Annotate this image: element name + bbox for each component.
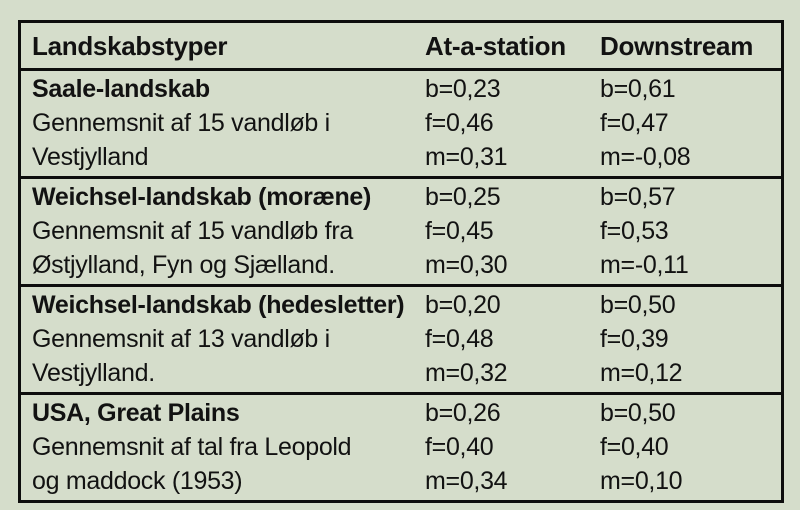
table-row: Gennemsnit af 13 vandløb i f=0,48 f=0,39 <box>21 322 781 356</box>
downstream-value: f=0,53 <box>600 216 669 245</box>
table-row: Weichsel-landskab (hedesletter) b=0,20 b… <box>21 288 781 322</box>
table-row: og maddock (1953) m=0,34 m=0,10 <box>21 464 781 498</box>
landscape-description: Vestjylland. <box>32 358 155 387</box>
table-row: Gennemsnit af tal fra Leopold f=0,40 f=0… <box>21 430 781 464</box>
table-row: Gennemsnit af 15 vandløb i f=0,46 f=0,47 <box>21 106 781 140</box>
landscape-description: og maddock (1953) <box>32 466 243 495</box>
downstream-value: m=-0,11 <box>600 250 689 279</box>
landscape-type-label: USA, Great Plains <box>32 398 240 427</box>
landscape-types-table: Landskabstyper At-a-station Downstream S… <box>18 20 784 503</box>
table-group-saale: Saale-landskab b=0,23 b=0,61 Gennemsnit … <box>21 71 781 176</box>
landscape-description: Vestjylland <box>32 142 149 171</box>
table-header-row: Landskabstyper At-a-station Downstream <box>21 23 781 71</box>
landscape-description: Gennemsnit af tal fra Leopold <box>32 432 352 461</box>
table-group-weichsel-moraene: Weichsel-landskab (moræne) b=0,25 b=0,57… <box>21 176 781 284</box>
downstream-value: m=0,10 <box>600 466 683 495</box>
at-a-station-value: b=0,26 <box>425 398 501 427</box>
at-a-station-value: f=0,48 <box>425 324 494 353</box>
landscape-description: Gennemsnit af 15 vandløb i <box>32 108 330 137</box>
downstream-value: b=0,50 <box>600 398 676 427</box>
table-row: Saale-landskab b=0,23 b=0,61 <box>21 72 781 106</box>
landscape-description: Østjylland, Fyn og Sjælland. <box>32 250 335 279</box>
downstream-value: m=0,12 <box>600 358 683 387</box>
landscape-type-label: Saale-landskab <box>32 74 210 103</box>
at-a-station-value: b=0,25 <box>425 182 501 211</box>
at-a-station-value: b=0,20 <box>425 290 501 319</box>
table-row: Vestjylland. m=0,32 m=0,12 <box>21 356 781 390</box>
landscape-type-label: Weichsel-landskab (moræne) <box>32 182 372 211</box>
landscape-description: Gennemsnit af 13 vandløb i <box>32 324 330 353</box>
at-a-station-value: m=0,30 <box>425 250 508 279</box>
downstream-value: b=0,57 <box>600 182 676 211</box>
downstream-value: b=0,61 <box>600 74 676 103</box>
landscape-description: Gennemsnit af 15 vandløb fra <box>32 216 353 245</box>
table-group-weichsel-hedesletter: Weichsel-landskab (hedesletter) b=0,20 b… <box>21 284 781 392</box>
header-downstream: Downstream <box>600 30 754 61</box>
downstream-value: f=0,47 <box>600 108 669 137</box>
table-group-usa-great-plains: USA, Great Plains b=0,26 b=0,50 Gennemsn… <box>21 392 781 500</box>
header-landskabstyper: Landskabstyper <box>32 30 228 61</box>
table-row: Vestjylland m=0,31 m=-0,08 <box>21 140 781 174</box>
landscape-type-label: Weichsel-landskab (hedesletter) <box>32 290 405 319</box>
at-a-station-value: f=0,40 <box>425 432 494 461</box>
header-at-a-station: At-a-station <box>425 30 566 61</box>
table-row: Gennemsnit af 15 vandløb fra f=0,45 f=0,… <box>21 214 781 248</box>
at-a-station-value: m=0,31 <box>425 142 508 171</box>
at-a-station-value: f=0,45 <box>425 216 494 245</box>
table-row: Weichsel-landskab (moræne) b=0,25 b=0,57 <box>21 180 781 214</box>
table-row: USA, Great Plains b=0,26 b=0,50 <box>21 396 781 430</box>
at-a-station-value: m=0,34 <box>425 466 508 495</box>
downstream-value: b=0,50 <box>600 290 676 319</box>
table-row: Østjylland, Fyn og Sjælland. m=0,30 m=-0… <box>21 248 781 282</box>
at-a-station-value: f=0,46 <box>425 108 494 137</box>
at-a-station-value: m=0,32 <box>425 358 508 387</box>
at-a-station-value: b=0,23 <box>425 74 501 103</box>
downstream-value: f=0,40 <box>600 432 669 461</box>
downstream-value: m=-0,08 <box>600 142 691 171</box>
downstream-value: f=0,39 <box>600 324 669 353</box>
